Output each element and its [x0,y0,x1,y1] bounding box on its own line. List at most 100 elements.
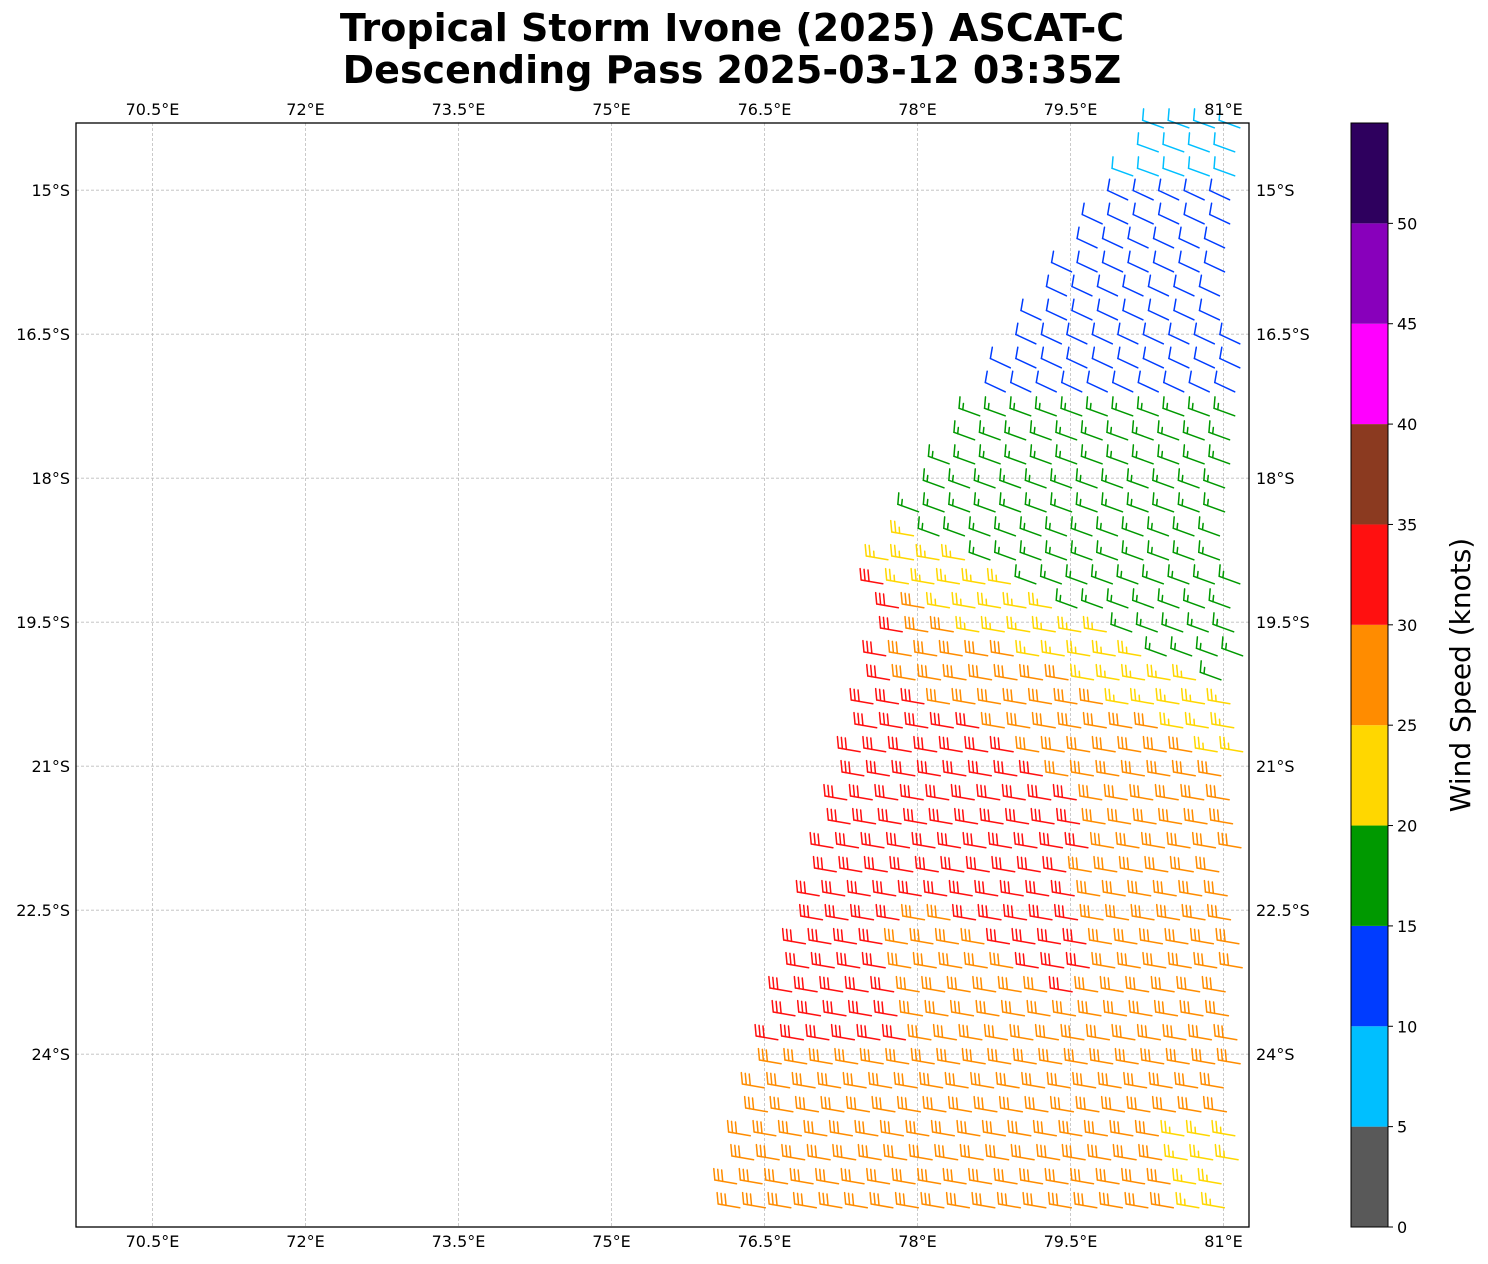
barb-full-feather [1095,540,1099,554]
wind-barb [1090,564,1114,585]
barb-half-feather [997,522,1000,531]
barb-full-feather [1020,298,1024,312]
barb-half-feather [1173,642,1177,651]
wind-barb [925,591,951,609]
wind-barb [1166,831,1191,849]
barb-full-feather [903,977,907,991]
wind-barb [1203,250,1226,273]
wind-barb [1214,1143,1239,1161]
barb-full-feather [1052,1169,1055,1183]
barb-shaft [1168,333,1190,345]
barb-full-feather [983,396,987,410]
barb-full-feather [1136,1001,1139,1015]
barb-full-feather [836,951,839,965]
barb-full-feather [1024,468,1028,482]
wind-barb [823,783,848,801]
barb-full-feather [840,1145,843,1159]
wind-barb [1176,975,1201,993]
barb-full-feather [798,1096,802,1110]
barb-full-feather [950,976,954,990]
barb-full-feather [1204,1192,1208,1206]
barb-full-feather [1065,951,1069,965]
wind-barb [1137,370,1159,393]
barb-full-feather [1135,612,1139,626]
barb-full-feather [1207,880,1211,894]
barb-full-feather [1111,396,1114,410]
barb-full-feather [1161,612,1164,626]
barb-half-feather [1013,402,1016,411]
barb-full-feather [1019,516,1022,530]
barb-full-feather [1002,591,1005,605]
colorbar-segment [1351,1026,1388,1127]
barb-full-feather [857,905,861,919]
wind-barb [1085,396,1108,417]
wind-barb [1117,322,1139,345]
barb-full-feather [928,1193,931,1207]
barb-full-feather [1180,783,1183,797]
wind-barb [1019,1167,1044,1185]
barb-half-feather [1176,522,1179,531]
barb-full-feather [1101,468,1104,482]
barb-full-feather [741,1191,745,1205]
wind-barb [716,1191,741,1209]
wind-barb [1121,516,1144,537]
barb-full-feather [913,928,916,942]
barb-full-feather [815,929,818,943]
barb-full-feather [1103,783,1107,797]
wind-barb [1205,783,1230,801]
barb-full-feather [971,953,975,967]
barb-half-feather [977,474,980,483]
barb-full-feather [988,713,992,727]
wind-barb [1184,711,1209,729]
barb-full-feather [1023,737,1026,751]
barb-full-feather [967,663,971,677]
wind-barb [1001,783,1026,801]
wind-barb [1070,516,1093,537]
barb-full-feather [1151,1095,1155,1109]
barb-full-feather [795,879,799,893]
barb-full-feather [1079,1096,1082,1110]
wind-barb [1005,807,1030,825]
barb-full-feather [840,759,843,773]
barb-half-feather [1018,570,1021,579]
barb-half-feather [1053,474,1056,483]
wind-barb [1214,370,1236,393]
barb-full-feather [1030,977,1034,991]
barb-full-feather [1226,953,1230,967]
barb-full-feather [1065,1144,1069,1158]
barb-full-feather [769,1095,772,1109]
barb-full-feather [1108,904,1112,918]
barb-full-feather [848,976,852,990]
barb-full-feather [900,903,904,917]
barb-full-feather [933,616,937,630]
barb-full-feather [947,1095,951,1109]
wind-barb [1141,108,1165,129]
lon-label-bottom: 73.5°E [432,1232,486,1251]
barb-full-feather [960,927,963,941]
barb-full-feather [856,785,860,799]
barb-full-feather [930,1097,933,1111]
barb-full-feather [956,881,960,895]
barb-full-feather [844,975,848,989]
barb-full-feather [1086,616,1090,630]
barb-full-feather [989,639,993,653]
wind-barb [869,1191,894,1209]
barb-half-feather [1109,426,1113,435]
barb-full-feather [889,543,893,557]
wind-barb [849,687,874,705]
barb-full-feather [1146,736,1150,750]
barb-full-feather [1056,977,1060,991]
barb-full-feather [1070,640,1073,654]
barb-shaft [1213,143,1236,153]
wind-barb [989,951,1014,969]
barb-half-feather [1181,474,1184,483]
barb-full-feather [927,880,930,894]
barb-full-feather [904,1097,908,1111]
barb-full-feather [867,856,871,870]
wind-barb [907,1023,932,1041]
barb-shaft [1147,309,1170,321]
wind-barb [842,1071,867,1089]
barb-full-feather [850,880,854,894]
wind-barb [1028,903,1053,921]
wind-barb [1100,1095,1126,1113]
